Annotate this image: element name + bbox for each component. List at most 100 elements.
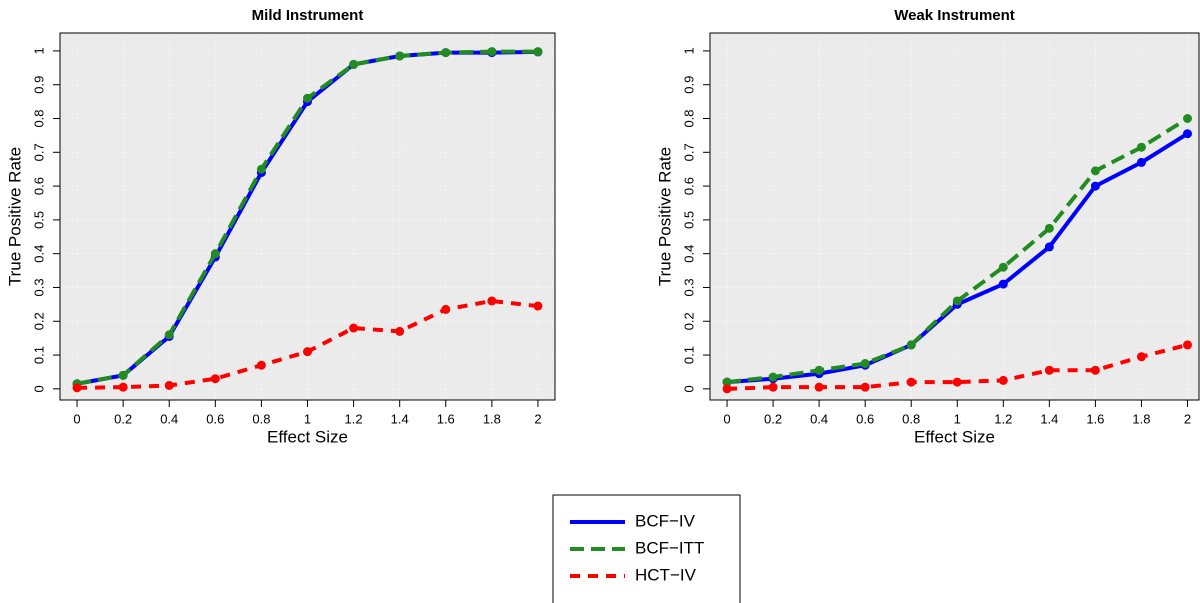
y-tick-label: 0.4 [681, 245, 696, 263]
y-tick-label: 0 [681, 385, 696, 392]
x-tick-label: 0.4 [160, 411, 178, 426]
chart-title: Mild Instrument [252, 7, 364, 24]
point [256, 164, 266, 174]
legend-label: BCF−IV [635, 511, 696, 530]
x-tick-label: 1.4 [1040, 411, 1058, 426]
y-tick-label: 0.5 [31, 211, 46, 229]
plot-frame [59, 32, 556, 401]
point [768, 382, 778, 392]
y-tick-label: 0.1 [681, 346, 696, 364]
y-tick-label: 0.3 [681, 278, 696, 296]
point [1136, 352, 1146, 362]
y-tick-label: 0.9 [681, 76, 696, 94]
y-tick-label: 0.7 [681, 143, 696, 161]
point [1090, 181, 1100, 191]
x-tick-label: 0.8 [252, 411, 270, 426]
x-tick-label: 1 [304, 411, 311, 426]
point [952, 377, 962, 387]
x-tick-label: 0.2 [764, 411, 782, 426]
point [349, 323, 359, 333]
point [303, 93, 312, 103]
point [1182, 129, 1192, 139]
point [118, 382, 128, 392]
y-tick-label: 0.9 [31, 76, 46, 94]
point [814, 382, 824, 392]
x-tick-label: 0.6 [206, 411, 224, 426]
x-tick-label: 2 [1184, 411, 1191, 426]
y-tick-label: 0 [31, 385, 46, 392]
y-tick-label: 0.4 [31, 245, 46, 263]
y-tick-label: 0.8 [31, 109, 46, 127]
point [395, 51, 405, 61]
point [72, 383, 82, 393]
y-axis-title: True Positive Rate [5, 147, 24, 286]
point [210, 374, 220, 384]
chart-title: Weak Instrument [894, 7, 1015, 24]
x-axis-title: Effect Size [267, 427, 348, 446]
y-tick-label: 0.6 [681, 177, 696, 195]
point [533, 47, 543, 57]
point [349, 59, 359, 69]
point [533, 301, 543, 311]
legend-label: BCF−ITT [635, 538, 704, 557]
point [487, 296, 497, 306]
x-tick-label: 1.6 [437, 411, 455, 426]
y-tick-label: 0.5 [681, 211, 696, 229]
plot-frame [709, 32, 1200, 401]
point [768, 372, 778, 382]
point [906, 340, 916, 350]
x-tick-label: 1.2 [994, 411, 1012, 426]
point [998, 262, 1008, 272]
x-tick-label: 0 [73, 411, 80, 426]
point [210, 249, 220, 259]
point [1044, 365, 1054, 375]
point [487, 47, 497, 57]
y-tick-label: 0.2 [681, 312, 696, 330]
point [722, 377, 732, 387]
point [860, 382, 870, 392]
x-tick-label: 0.6 [856, 411, 874, 426]
y-tick-label: 0.8 [681, 109, 696, 127]
x-tick-label: 1.8 [483, 411, 501, 426]
point [814, 365, 824, 375]
point [441, 304, 451, 314]
x-tick-label: 1.4 [391, 411, 409, 426]
point [164, 330, 174, 340]
point [118, 370, 128, 380]
legend-box [552, 494, 741, 603]
y-axis-title: True Positive Rate [655, 147, 674, 286]
x-tick-label: 1.2 [345, 411, 363, 426]
x-tick-label: 1 [954, 411, 961, 426]
point [1136, 157, 1146, 167]
x-tick-label: 0.8 [902, 411, 920, 426]
y-tick-label: 0.1 [31, 346, 46, 364]
point [722, 384, 732, 394]
point [952, 296, 962, 306]
plot-background [60, 33, 555, 400]
x-tick-label: 1.6 [1086, 411, 1104, 426]
point [256, 360, 266, 370]
y-tick-label: 0.3 [31, 278, 46, 296]
legend-label: HCT−IV [635, 565, 697, 584]
point [998, 375, 1008, 385]
x-tick-label: 0 [723, 411, 730, 426]
x-axis-title: Effect Size [914, 427, 995, 446]
point [1136, 142, 1146, 152]
point [906, 377, 916, 387]
point [1182, 113, 1192, 123]
series-line: HCT−IV [726, 342, 1188, 391]
y-tick-label: 0.2 [31, 312, 46, 330]
point [998, 279, 1008, 289]
x-tick-label: 0.4 [810, 411, 828, 426]
point [1090, 166, 1100, 176]
y-tick-label: 1 [31, 47, 46, 54]
point [860, 359, 870, 369]
point [164, 380, 174, 390]
plot-background [710, 33, 1199, 400]
y-tick-label: 0.7 [31, 143, 46, 161]
point [1182, 340, 1192, 350]
point [1044, 242, 1054, 252]
y-tick-label: 0.6 [31, 177, 46, 195]
x-tick-label: 1.8 [1132, 411, 1150, 426]
